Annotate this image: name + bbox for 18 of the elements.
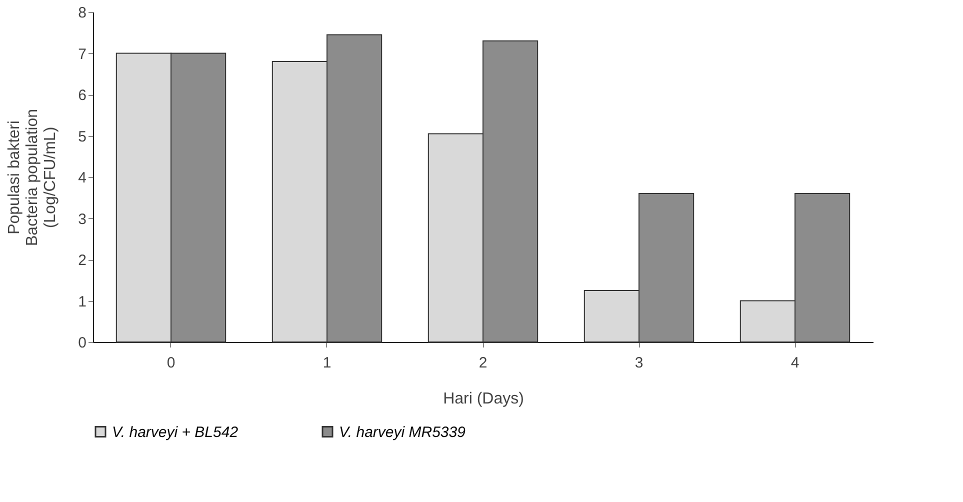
y-tick-label: 4 [78, 170, 86, 186]
y-tick-label: 5 [78, 128, 86, 146]
legend-label: V. harveyi + BL542 [112, 424, 239, 441]
x-tick-label: 0 [166, 354, 176, 372]
x-tick-label: 2 [478, 354, 488, 372]
y-axis-title: Populasi bakteri Bacteria population (Log/CFU/mL) [6, 109, 60, 246]
y-tick-label: 2 [78, 252, 86, 269]
y-tick-label: 7 [78, 46, 86, 63]
y-tick-label: 8 [78, 4, 86, 22]
x-tick-label: 4 [790, 354, 800, 372]
y-tick-label: 3 [78, 210, 86, 228]
legend-label: V. harveyi MR5339 [339, 424, 466, 441]
y-tick-label: 1 [78, 293, 86, 310]
x-tick-label: 3 [634, 354, 644, 372]
y-tick-label: 0 [78, 334, 86, 352]
x-axis-title: Hari (Days) [443, 390, 524, 408]
x-tick-label: 1 [322, 354, 332, 372]
y-tick-label: 6 [78, 87, 86, 104]
